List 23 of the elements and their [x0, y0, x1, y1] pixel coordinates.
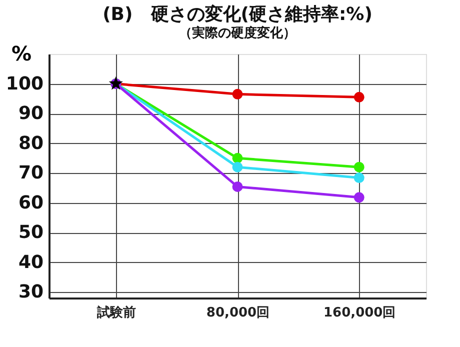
- y-tick-label: 60: [18, 192, 44, 214]
- chart-title: (B) 硬さの変化(硬さ維持率:%): [102, 4, 372, 25]
- point: [232, 181, 243, 192]
- x-tick-label: 80,000回: [206, 306, 270, 320]
- x-tick-label: 160,000回: [324, 306, 396, 320]
- point: [354, 192, 364, 203]
- chart-subtitle: （実際の硬度変化）: [179, 25, 296, 41]
- x-tick-label: 試験前: [96, 304, 136, 320]
- point: [354, 92, 364, 102]
- point: [354, 162, 364, 172]
- y-tick-label: 90: [18, 103, 44, 124]
- y-tick-label: 100: [6, 73, 44, 94]
- y-tick-label: 70: [18, 162, 44, 184]
- y-axis-title: %: [11, 42, 32, 66]
- y-tick-label: 30: [18, 282, 44, 303]
- y-tick-label: 40: [18, 252, 44, 273]
- point: [108, 76, 123, 90]
- y-tick-label: 50: [18, 222, 44, 244]
- point: [232, 88, 243, 100]
- y-tick-label: 80: [18, 132, 44, 154]
- point: [232, 152, 243, 164]
- point: [232, 162, 243, 172]
- point: [354, 172, 364, 184]
